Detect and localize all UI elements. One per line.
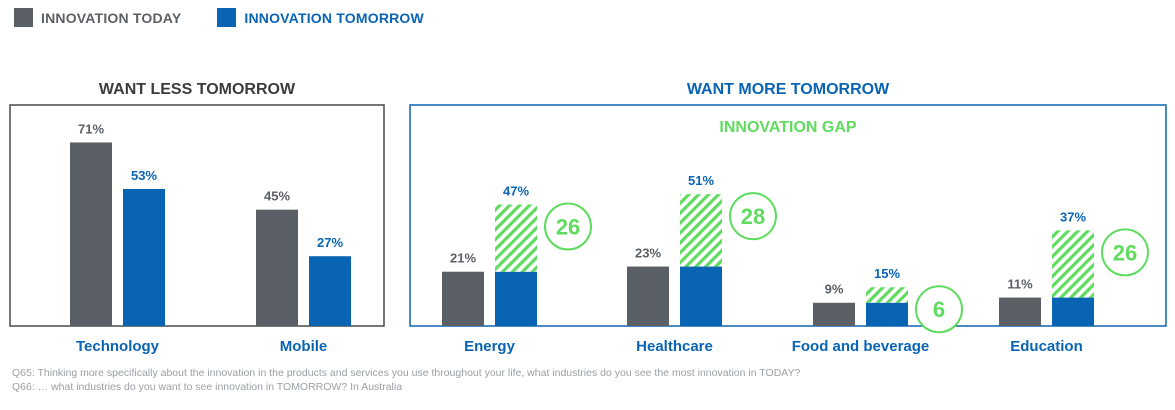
label-today-healthcare: 23%: [635, 246, 661, 261]
bar-today-healthcare: [627, 266, 669, 326]
bar-today-technology: [70, 142, 112, 326]
label-tomorrow-energy: 47%: [503, 184, 529, 199]
footnote: Q65: Thinking more specifically about th…: [12, 367, 801, 393]
bar-tomorrow-education: [1052, 297, 1094, 326]
label-tomorrow-education: 37%: [1060, 209, 1086, 224]
legend-label-today: INNOVATION TODAY: [41, 9, 182, 26]
gap-circle-energy: [544, 202, 592, 251]
label-today-energy: 21%: [450, 251, 476, 266]
panel-title-more: WANT MORE TOMORROW: [686, 81, 890, 98]
label-today-food-and-beverage: 9%: [825, 282, 844, 297]
bar-gap-healthcare: [680, 194, 722, 267]
bar-tomorrow-healthcare: [680, 266, 722, 326]
gap-circle-healthcare: [729, 192, 777, 241]
category-label-education: Education: [1010, 338, 1083, 355]
bar-gap-energy: [495, 204, 537, 272]
bar-tomorrow-mobile: [309, 256, 351, 326]
panel-frame-more: [409, 104, 1167, 327]
bar-today-food-and-beverage: [813, 302, 855, 326]
bar-today-energy: [442, 271, 484, 326]
label-today-technology: 71%: [78, 121, 104, 136]
category-label-healthcare: Healthcare: [636, 338, 713, 355]
bar-tomorrow-technology: [123, 188, 165, 326]
label-today-education: 11%: [1007, 277, 1033, 292]
gap-value-food-and-beverage: 6: [933, 297, 945, 322]
bar-gap-education: [1052, 230, 1094, 298]
panel-title-less: WANT LESS TOMORROW: [98, 81, 296, 98]
gap-circle-food-and-beverage: [915, 285, 963, 334]
bar-tomorrow-food-and-beverage: [866, 302, 908, 326]
bar-gap-food-and-beverage: [866, 287, 908, 303]
legend-label-tomorrow: INNOVATION TOMORROW: [244, 9, 424, 26]
panel-title-gap: INNOVATION GAP: [719, 119, 857, 136]
bar-tomorrow-energy: [495, 271, 537, 326]
panel-frame-less: [9, 104, 385, 327]
gap-value-energy: 26: [556, 215, 580, 240]
legend-swatch-today: [14, 8, 33, 27]
legend-item-today: INNOVATION TODAY: [14, 8, 181, 27]
legend-swatch-tomorrow: [217, 8, 237, 27]
category-label-food-and-beverage: Food and beverage: [792, 338, 930, 355]
label-tomorrow-mobile: 27%: [317, 235, 343, 250]
category-label-mobile: Mobile: [280, 338, 328, 355]
gap-value-healthcare: 28: [741, 204, 765, 229]
bar-today-mobile: [256, 209, 298, 326]
gap-circle-education: [1101, 228, 1149, 277]
legend: INNOVATION TODAY INNOVATION TOMORROW: [14, 8, 460, 27]
category-label-energy: Energy: [464, 338, 516, 355]
label-tomorrow-healthcare: 51%: [688, 173, 714, 188]
label-tomorrow-technology: 53%: [131, 168, 157, 183]
gap-value-education: 26: [1113, 240, 1137, 265]
category-label-technology: Technology: [76, 338, 160, 355]
legend-item-tomorrow: INNOVATION TOMORROW: [217, 8, 424, 27]
label-tomorrow-food-and-beverage: 15%: [874, 266, 900, 281]
bar-today-education: [999, 297, 1041, 326]
label-today-mobile: 45%: [264, 189, 290, 204]
